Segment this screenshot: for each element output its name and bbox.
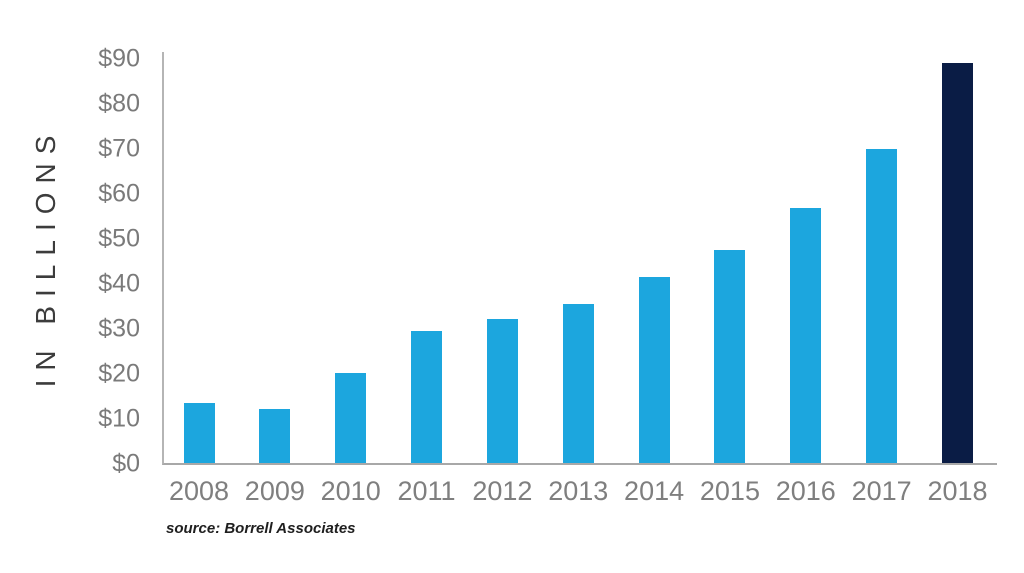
x-axis-label: 2015 <box>699 476 760 506</box>
x-axis-label: 2008 <box>168 476 230 506</box>
y-axis-tick-label: $0 <box>112 449 140 478</box>
x-axis-label: 2014 <box>624 476 685 506</box>
bar-2008 <box>183 402 215 463</box>
y-axis-tick-label: $80 <box>98 89 140 118</box>
y-axis-tick-label: $50 <box>98 224 140 253</box>
x-axis-label: 2009 <box>244 476 305 506</box>
bar-2010 <box>335 372 367 463</box>
x-axis-label: 2010 <box>320 476 381 506</box>
bar-2009 <box>259 408 291 463</box>
bar-2015 <box>714 249 746 463</box>
y-axis-tick-label: $30 <box>98 314 140 343</box>
source-note: source: Borrell Associates <box>166 520 356 537</box>
y-axis-tick-label: $70 <box>98 134 140 163</box>
bar-2016 <box>790 208 822 463</box>
y-axis-tick-label: $90 <box>98 44 140 73</box>
x-axis-label: 2011 <box>397 476 456 506</box>
x-axis-label: 2013 <box>548 476 609 506</box>
bar-2012 <box>486 318 518 463</box>
bar-2017 <box>866 149 898 463</box>
x-axis-label: 2017 <box>851 476 912 506</box>
y-axis-tick-label: $60 <box>98 179 140 208</box>
bar-2018 <box>942 62 973 463</box>
y-axis-tick-label: $10 <box>98 404 140 433</box>
bar-2014 <box>638 277 670 463</box>
bar-2011 <box>411 331 443 463</box>
y-axis-tick-label: $20 <box>98 359 140 388</box>
bar-2013 <box>562 303 594 463</box>
y-axis-title: IN BILLIONS <box>30 126 61 388</box>
x-axis-label: 2012 <box>472 476 533 506</box>
x-axis-label: 2016 <box>775 476 836 506</box>
plot-area <box>162 52 997 465</box>
y-axis-tick-label: $40 <box>98 269 140 298</box>
x-axis-label: 2018 <box>927 476 988 506</box>
